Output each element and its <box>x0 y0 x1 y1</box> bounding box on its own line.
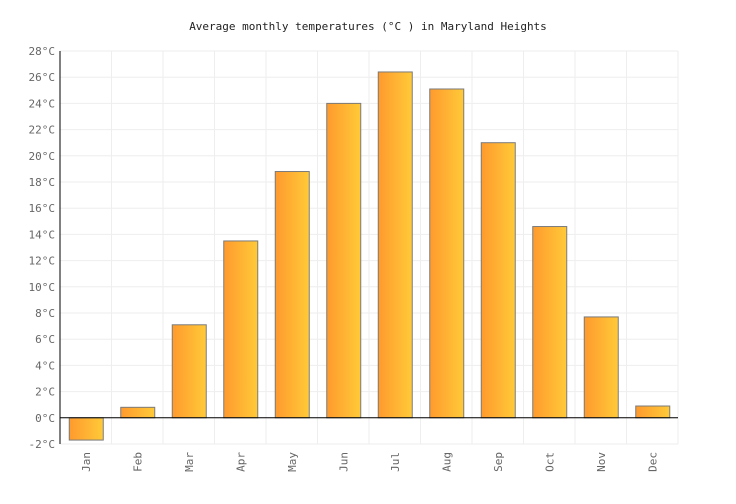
y-tick-label: 2°C <box>35 386 55 399</box>
x-tick-label: Apr <box>234 452 247 472</box>
bar-feb <box>120 406 156 419</box>
y-tick-label: 6°C <box>35 333 55 346</box>
y-tick-label: 12°C <box>29 255 56 268</box>
bar-jul <box>377 71 413 419</box>
x-tick-label: Aug <box>440 452 453 472</box>
bar-nov <box>583 316 619 419</box>
y-tick-label: 4°C <box>35 359 55 372</box>
y-tick-label: 16°C <box>29 202 56 215</box>
x-tick-label: Jan <box>80 452 93 472</box>
bar-aug <box>429 88 465 419</box>
x-tick-label: Jul <box>389 452 402 472</box>
y-tick-label: 10°C <box>29 281 56 294</box>
bar-may <box>274 171 310 419</box>
x-tick-label: Jun <box>337 452 350 472</box>
y-tick-label: 8°C <box>35 307 55 320</box>
x-tick-label: Dec <box>646 452 659 472</box>
y-tick-label: -2°C <box>29 438 56 451</box>
bar-apr <box>223 240 259 419</box>
x-tick-label: Feb <box>131 452 144 472</box>
bar-jan <box>68 417 104 441</box>
bar-oct <box>532 226 568 419</box>
y-tick-label: 26°C <box>29 71 56 84</box>
x-tick-label: Sep <box>492 452 505 472</box>
y-tick-label: 22°C <box>29 124 56 137</box>
y-tick-label: 28°C <box>29 45 56 58</box>
bar-sep <box>480 142 516 419</box>
bar-jun <box>326 102 362 419</box>
y-tick-label: 18°C <box>29 176 56 189</box>
chart-title: Average monthly temperatures (°C ) in Ma… <box>189 20 547 33</box>
bar-dec <box>635 405 671 419</box>
y-tick-label: 14°C <box>29 228 56 241</box>
x-tick-label: Mar <box>183 452 196 472</box>
y-tick-label: 20°C <box>29 150 56 163</box>
bar-mar <box>171 324 207 419</box>
y-tick-label: 24°C <box>29 97 56 110</box>
x-tick-label: May <box>286 452 299 472</box>
y-tick-label: 0°C <box>35 412 55 425</box>
x-tick-label: Oct <box>543 452 556 472</box>
x-tick-label: Nov <box>595 452 608 472</box>
